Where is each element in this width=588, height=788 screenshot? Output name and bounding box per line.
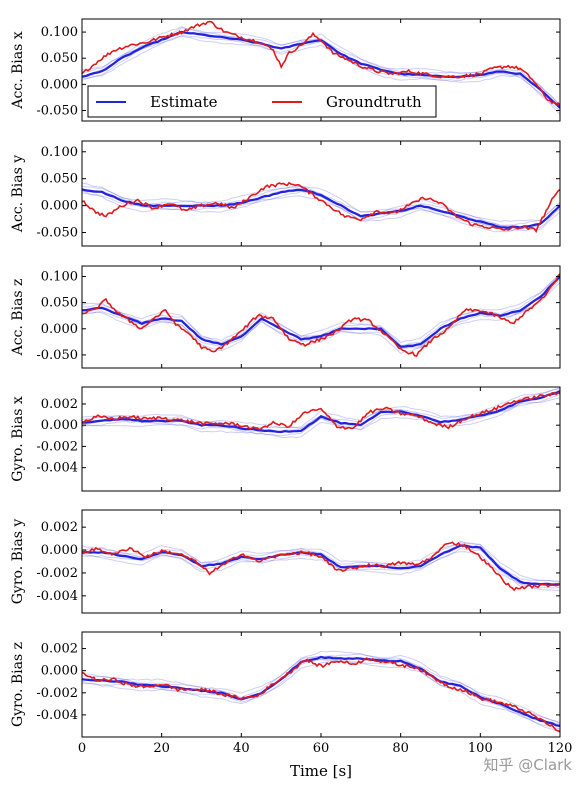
panel-6: 0.002 0.000 -0.002 -0.004 Gyro. Bias z — [10, 631, 561, 738]
groundtruth-line — [82, 20, 560, 106]
estimate-fan-trace — [82, 397, 560, 439]
y-tick-label: 0.002 — [41, 397, 78, 412]
groundtruth-line — [82, 273, 560, 358]
y-tick-label: 0.000 — [41, 322, 78, 337]
y-axis-label: Gyro. Bias y — [10, 519, 26, 605]
y-tick-label: -0.050 — [36, 104, 78, 119]
estimate-line — [82, 544, 560, 586]
x-axis-label: Time [s] — [290, 762, 352, 780]
x-tick-label: 20 — [153, 741, 170, 756]
legend-box — [87, 85, 437, 118]
estimate-line — [82, 275, 560, 348]
y-axis-label: Acc. Bias y — [10, 155, 26, 233]
y-tick-label: 0.050 — [41, 51, 78, 66]
y-tick-label: 0.002 — [41, 642, 78, 657]
estimate-fan-trace — [82, 388, 560, 429]
estimate-line — [82, 655, 560, 727]
y-tick-label: 0.050 — [41, 172, 78, 187]
estimate-fan-trace — [82, 393, 560, 437]
x-tick-label: 120 — [548, 741, 573, 756]
estimate-fan-trace — [82, 35, 560, 115]
y-tick-label: 0.000 — [41, 543, 78, 558]
groundtruth-line — [82, 657, 560, 733]
legend-label-groundtruth: Groundtruth — [326, 93, 422, 111]
watermark: 知乎 @Clark — [484, 756, 573, 774]
estimate-fan-trace — [82, 659, 560, 730]
y-tick-label: 0.050 — [41, 296, 78, 311]
x-tick-label: 80 — [392, 741, 409, 756]
estimate-fan-trace — [82, 282, 560, 354]
legend-label-estimate: Estimate — [150, 93, 218, 111]
estimate-fan-trace — [82, 185, 560, 226]
groundtruth-line — [82, 391, 560, 431]
plot-layer: 0.100 0.050 0.000 -0.050 Acc. Bias x Estimate… — [10, 18, 573, 756]
y-tick-label: -0.050 — [36, 348, 78, 363]
estimate-fan-trace — [82, 551, 560, 592]
panel-5: 0.002 0.000 -0.002 -0.004 Gyro. Bias y — [10, 509, 561, 614]
panel-traces — [82, 20, 560, 115]
panel-4: 0.002 0.000 -0.002 -0.004 Gyro. Bias x — [10, 386, 561, 492]
panel-2: 0.100 0.050 0.000 -0.050 Acc. Bias y — [10, 140, 561, 247]
y-tick-label: 0.000 — [41, 664, 78, 679]
y-tick-label: -0.004 — [36, 708, 78, 723]
y-tick-label: -0.004 — [36, 589, 78, 604]
y-tick-label: -0.002 — [36, 566, 78, 581]
panel-traces — [82, 181, 560, 234]
estimate-line — [82, 390, 560, 434]
y-tick-label: 0.100 — [41, 269, 78, 284]
y-tick-label: 0.000 — [41, 199, 78, 214]
x-tick-label: 100 — [468, 741, 493, 756]
x-tick-label: 0 — [78, 741, 86, 756]
panel-1: 0.100 0.050 0.000 -0.050 Acc. Bias x Estimate… — [10, 18, 561, 122]
y-axis-label: Gyro. Bias x — [10, 396, 26, 482]
panel-traces — [82, 540, 560, 592]
estimate-fan-trace — [82, 540, 560, 582]
panel-frame — [81, 386, 561, 492]
groundtruth-line — [82, 181, 560, 234]
y-tick-label: 0.000 — [41, 77, 78, 92]
panel-frame — [81, 265, 561, 369]
x-tick-label: 60 — [313, 741, 330, 756]
x-tick-label: 40 — [233, 741, 250, 756]
y-tick-label: -0.002 — [36, 439, 78, 454]
groundtruth-line — [82, 541, 560, 592]
y-tick-label: 0.100 — [41, 145, 78, 160]
y-axis-label: Acc. Bias x — [10, 31, 26, 109]
estimate-fan-trace — [82, 182, 560, 222]
panel-traces — [82, 272, 560, 358]
y-tick-label: -0.002 — [36, 686, 78, 701]
y-tick-label: 0.002 — [41, 520, 78, 535]
panel-traces — [82, 387, 560, 439]
estimate-fan-trace — [82, 658, 560, 728]
panel-3: 0.100 0.050 0.000 -0.050 Acc. Bias z — [10, 265, 561, 369]
estimate-fan-trace — [82, 542, 560, 583]
y-axis-label: Acc. Bias z — [10, 279, 26, 357]
estimate-fan-trace — [82, 190, 560, 232]
y-tick-label: -0.050 — [36, 226, 78, 241]
y-tick-label: 0.100 — [41, 25, 78, 40]
estimate-fan-trace — [82, 660, 560, 733]
y-tick-label: -0.004 — [36, 461, 78, 476]
panel-traces — [82, 650, 560, 733]
estimate-fan-trace — [82, 273, 560, 344]
y-tick-label: 0.000 — [41, 418, 78, 433]
legend: Estimate Groundtruth — [87, 85, 437, 118]
y-axis-label: Gyro. Bias z — [10, 642, 26, 727]
estimate-line — [82, 188, 560, 229]
estimate-fan-trace — [82, 26, 560, 106]
estimate-fan-trace — [82, 650, 560, 724]
